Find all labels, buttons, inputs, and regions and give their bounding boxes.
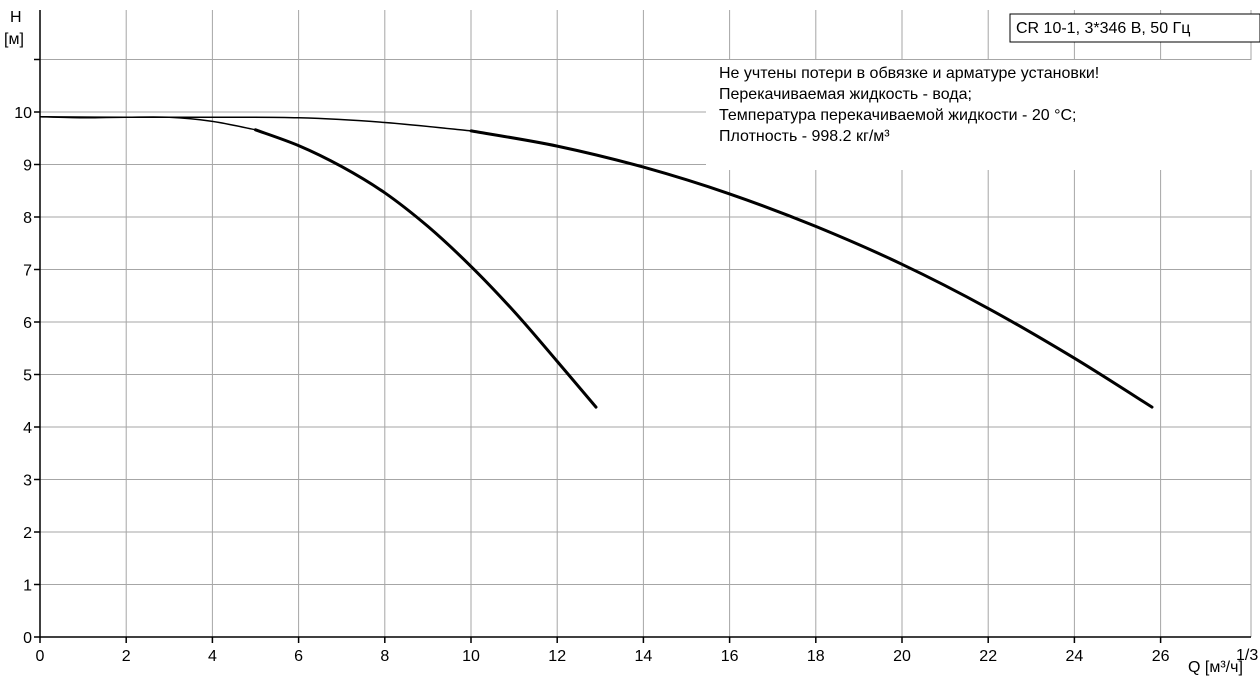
- x-tick-label: 18: [807, 648, 825, 665]
- axes: [34, 10, 1251, 643]
- y-tick-label: 5: [23, 368, 32, 385]
- y-tick-label: 7: [23, 263, 32, 280]
- y-tick-label: 1: [23, 578, 32, 595]
- note-box: [706, 60, 1260, 170]
- x-tick-label: 14: [635, 648, 653, 665]
- title-box: [1009, 13, 1260, 43]
- y-tick-label: 2: [23, 525, 32, 542]
- chart-title: CR 10-1, 3*346 В, 50 Гц: [1016, 20, 1190, 37]
- note-line-3: Температура перекачиваемой жидкости - 20…: [719, 107, 1076, 124]
- y-tick-label: 10: [14, 105, 32, 122]
- y-tick-label: 9: [23, 158, 32, 175]
- x-tick-label: 4: [208, 648, 217, 665]
- x-tick-label: 10: [462, 648, 480, 665]
- pump-curve-2: [469, 129, 1154, 409]
- x-axis-label: Q [м³/ч]: [1188, 659, 1243, 676]
- x-axis-corner-label: 1/3: [1236, 647, 1258, 664]
- x-tick-label: 22: [979, 648, 997, 665]
- y-tick-label: 6: [23, 315, 32, 332]
- x-tick-label: 8: [380, 648, 389, 665]
- y-axis-label-symbol: H: [10, 9, 22, 26]
- y-tick-label: 4: [23, 420, 32, 437]
- x-tick-label: 16: [721, 648, 739, 665]
- x-tick-label: 12: [548, 648, 566, 665]
- x-tick-label: 0: [36, 648, 45, 665]
- x-tick-label: 24: [1066, 648, 1084, 665]
- note-line-4: Плотность - 998.2 кг/м³: [719, 128, 890, 145]
- x-tick-label: 20: [893, 648, 911, 665]
- x-tick-label: 6: [294, 648, 303, 665]
- note-line-2: Перекачиваемая жидкость - вода;: [719, 86, 972, 103]
- y-tick-label: 0: [23, 630, 32, 647]
- curves: [39, 115, 1154, 409]
- y-tick-label: 3: [23, 473, 32, 490]
- y-tick-label: 8: [23, 210, 32, 227]
- pump-curve-1-extension: [39, 115, 256, 131]
- pump-curve-1: [254, 128, 598, 409]
- y-axis-label-unit: [м]: [4, 31, 24, 48]
- x-tick-label: 2: [122, 648, 131, 665]
- pump-curve-2-extension: [39, 115, 472, 132]
- x-tick-label: 26: [1152, 648, 1170, 665]
- note-line-1: Не учтены потери в обвязке и арматуре ус…: [719, 65, 1099, 82]
